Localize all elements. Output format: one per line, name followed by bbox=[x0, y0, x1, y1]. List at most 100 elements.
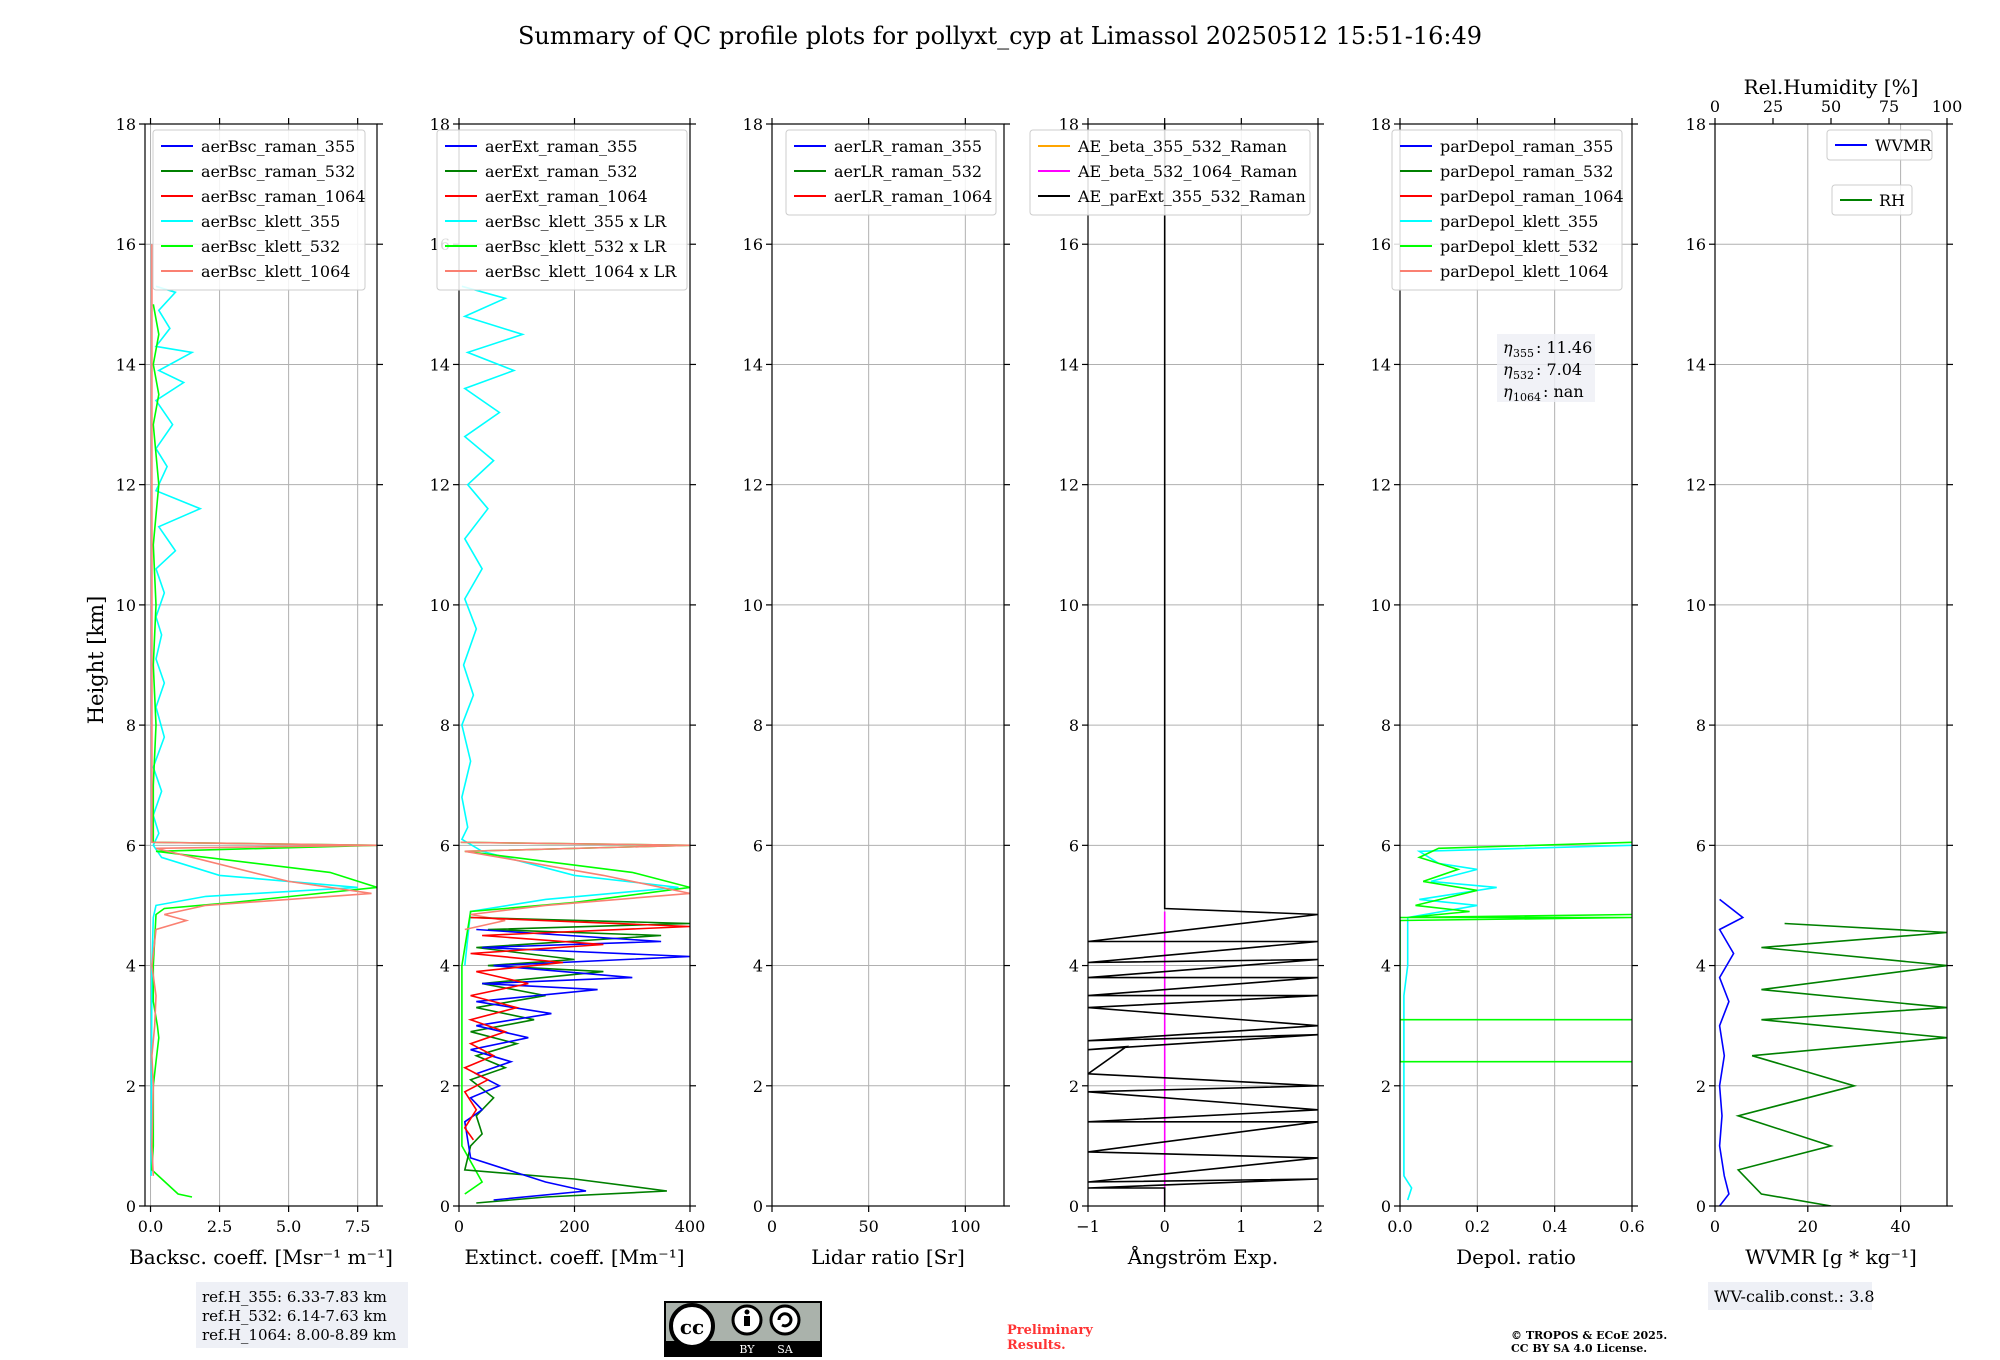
wv-calib-text: WV-calib.const.: 3.8 bbox=[1714, 1287, 1875, 1306]
eta-value: : nan bbox=[1543, 382, 1584, 401]
series-line-aerExt_raman_1064 bbox=[462, 916, 690, 1141]
figure-title: Summary of QC profile plots for pollyxt_… bbox=[518, 22, 1482, 50]
legend-label: aerBsc_klett_532 bbox=[201, 237, 340, 256]
legend-label: aerLR_raman_532 bbox=[834, 162, 982, 181]
y-tick-label: 2 bbox=[440, 1077, 450, 1096]
y-tick-label: 10 bbox=[116, 596, 136, 615]
series-group bbox=[1718, 898, 1947, 1206]
y-tick-label: 8 bbox=[1069, 716, 1079, 735]
series-line-parDepol_klett_532 bbox=[1400, 841, 1632, 1063]
svg-text:BY: BY bbox=[739, 1343, 755, 1356]
eta-label: η bbox=[1503, 338, 1513, 357]
axes-frame bbox=[1399, 123, 1633, 1207]
y-tick-label: 6 bbox=[753, 836, 763, 855]
axes-frame bbox=[1714, 123, 1948, 1207]
x-tick-label: 7.5 bbox=[345, 1217, 370, 1236]
y-tick-label: 2 bbox=[1381, 1077, 1391, 1096]
x-tick-label: 0 bbox=[1710, 1217, 1720, 1236]
legend-label: parDepol_raman_1064 bbox=[1440, 187, 1624, 206]
legend-frame bbox=[785, 129, 997, 216]
y-tick-label: 8 bbox=[753, 716, 763, 735]
reference-height-box: ref.H_355: 6.33-7.83 km ref.H_532: 6.14-… bbox=[196, 1282, 408, 1348]
x-tick-label: 1 bbox=[1236, 1217, 1246, 1236]
top-x-axis-label: Rel.Humidity [%] bbox=[1744, 75, 1919, 99]
x-tick-label: 0.0 bbox=[138, 1217, 163, 1236]
series-line-aerBsc_klett_532 bbox=[460, 841, 690, 1195]
x-axis-label: Backsc. coeff. [Msr⁻¹ m⁻¹] bbox=[129, 1245, 393, 1269]
y-tick-label: 16 bbox=[743, 235, 763, 254]
legend-label: AE_beta_355_532_Raman bbox=[1077, 137, 1287, 156]
legend-label: AE_parExt_355_532_Raman bbox=[1077, 187, 1306, 206]
series-group bbox=[460, 285, 690, 1204]
legend-label: aerExt_raman_355 bbox=[485, 137, 638, 156]
y-tick-label: 4 bbox=[753, 957, 763, 976]
y-tick-label: 0 bbox=[1381, 1197, 1391, 1216]
x-tick-label: 0 bbox=[767, 1217, 777, 1236]
x-tick-label: 20 bbox=[1798, 1217, 1818, 1236]
legend: AE_beta_355_532_Raman AE_beta_532_1064_Ra… bbox=[1029, 129, 1311, 216]
y-axis-label: Height [km] bbox=[84, 596, 108, 725]
y-tick-label: 16 bbox=[1059, 235, 1079, 254]
x-tick-label: 0.4 bbox=[1542, 1217, 1567, 1236]
y-tick-label: 10 bbox=[743, 596, 763, 615]
y-tick-label: 6 bbox=[440, 836, 450, 855]
x-tick-label: 0.0 bbox=[1387, 1217, 1412, 1236]
y-tick-label: 6 bbox=[1069, 836, 1079, 855]
y-tick-label: 14 bbox=[1686, 355, 1706, 374]
series-group bbox=[1400, 841, 1632, 1201]
x-tick-label: 0.6 bbox=[1619, 1217, 1644, 1236]
x-axis-label: WVMR [g * kg⁻¹] bbox=[1745, 1245, 1917, 1269]
y-tick-label: 4 bbox=[440, 957, 450, 976]
legend-label: aerBsc_klett_532 x LR bbox=[485, 237, 667, 256]
y-tick-label: 2 bbox=[1696, 1077, 1706, 1096]
legend-label: aerExt_raman_1064 bbox=[485, 187, 648, 206]
legend-frame bbox=[152, 129, 366, 291]
axes-frame bbox=[1087, 123, 1319, 1207]
legend: parDepol_raman_355 parDepol_raman_532 parD… bbox=[1391, 129, 1624, 291]
legend: aerBsc_raman_355 aerBsc_raman_532 aerBsc_r… bbox=[152, 129, 366, 291]
y-tick-label: 18 bbox=[116, 115, 136, 134]
svg-text:cc: cc bbox=[680, 1315, 704, 1339]
top-x-tick-label: 25 bbox=[1763, 97, 1783, 116]
y-tick-label: 14 bbox=[1059, 355, 1079, 374]
x-tick-label: 200 bbox=[559, 1217, 590, 1236]
legend-frame bbox=[1029, 129, 1311, 216]
y-tick-label: 2 bbox=[1069, 1077, 1079, 1096]
y-tick-label: 4 bbox=[1696, 957, 1706, 976]
x-axis-label: Lidar ratio [Sr] bbox=[811, 1245, 965, 1269]
legend-label: aerLR_raman_1064 bbox=[834, 187, 992, 206]
y-tick-label: 14 bbox=[430, 355, 450, 374]
eta-value: : 11.46 bbox=[1536, 338, 1592, 357]
x-axis-label: Depol. ratio bbox=[1456, 1245, 1576, 1269]
y-tick-label: 18 bbox=[1371, 115, 1391, 134]
eta-value: : 7.04 bbox=[1536, 360, 1582, 379]
y-tick-label: 0 bbox=[1069, 1197, 1079, 1216]
legend-label: aerBsc_klett_355 x LR bbox=[485, 212, 667, 231]
x-tick-label: 2.5 bbox=[207, 1217, 232, 1236]
y-tick-label: 18 bbox=[430, 115, 450, 134]
panel-lidar-ratio: 0 2 4 6 8 10 12 14 16 18 0 50 100 Lidar ratio [Sr] aer… bbox=[743, 115, 1010, 1269]
x-tick-label: 0.2 bbox=[1465, 1217, 1490, 1236]
y-tick-label: 14 bbox=[116, 355, 136, 374]
x-tick-label: 2 bbox=[1313, 1217, 1323, 1236]
y-tick-label: 16 bbox=[1371, 235, 1391, 254]
legend-frame bbox=[436, 129, 688, 291]
legend-frame bbox=[1391, 129, 1623, 291]
legend-label: parDepol_raman_532 bbox=[1440, 162, 1613, 181]
y-tick-label: 10 bbox=[430, 596, 450, 615]
copyright-note: © TROPOS & ECoE 2025. bbox=[1511, 1329, 1667, 1342]
y-tick-label: 14 bbox=[743, 355, 763, 374]
y-tick-label: 6 bbox=[126, 836, 136, 855]
y-tick-label: 12 bbox=[1059, 476, 1079, 495]
series-line-RH bbox=[1735, 922, 1947, 1206]
axes-frame bbox=[144, 123, 378, 1207]
legend-label: aerBsc_klett_1064 x LR bbox=[485, 262, 677, 281]
y-tick-label: 0 bbox=[1696, 1197, 1706, 1216]
wv-calib-box: WV-calib.const.: 3.8 bbox=[1708, 1282, 1875, 1310]
legend-frame bbox=[1826, 129, 1933, 161]
y-tick-label: 10 bbox=[1059, 596, 1079, 615]
refh-1064: ref.H_1064: 8.00-8.89 km bbox=[202, 1326, 396, 1344]
